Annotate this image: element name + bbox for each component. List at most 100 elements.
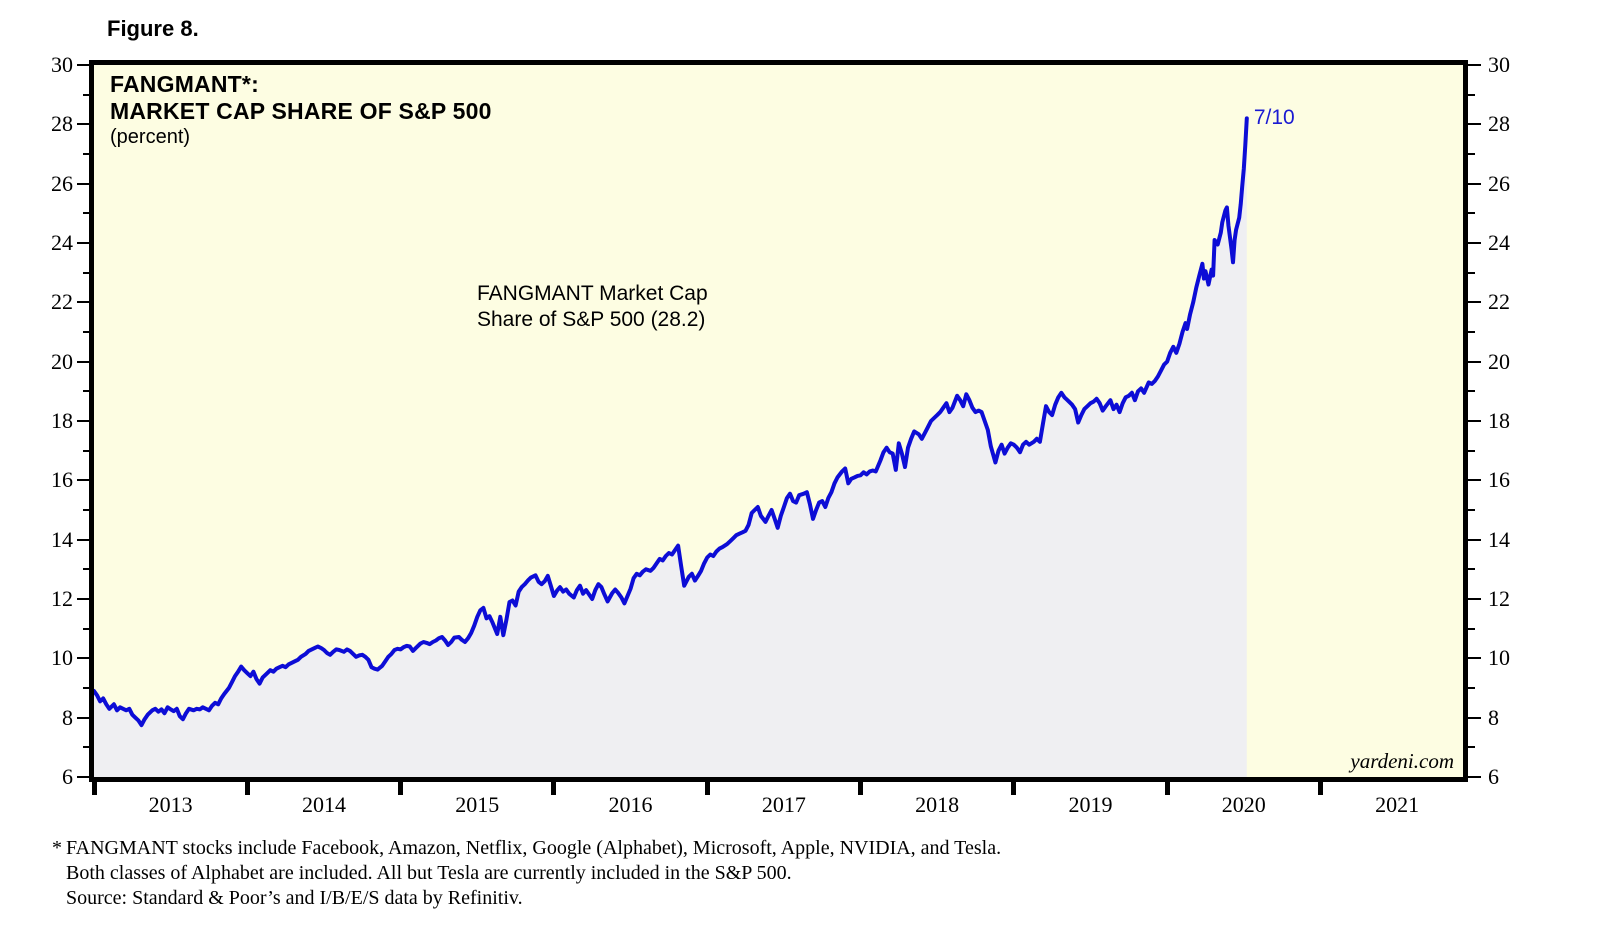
y-axis-minor-tick-left [83,746,90,749]
y-axis-minor-tick-right [1468,390,1475,393]
x-axis-year-tick [1317,779,1323,795]
y-axis-label-right: 28 [1488,111,1510,137]
y-axis-major-tick-right [1468,538,1481,541]
x-axis-year-tick [858,779,864,795]
y-axis-minor-tick-right [1468,687,1475,689]
y-axis-label-right: 10 [1488,645,1510,671]
y-axis-major-tick-left [77,776,90,778]
y-axis-label-left: 16 [51,467,73,493]
y-axis-minor-tick-right [1468,331,1475,333]
x-axis-year-tick [704,779,710,795]
y-axis-minor-tick-left [83,449,90,452]
y-axis-minor-tick-right [1468,153,1475,155]
y-axis-major-tick-left [77,182,90,185]
chart-title-units: (percent) [110,126,191,148]
y-axis-label-left: 18 [51,408,73,433]
chart-title: FANGMANT*: MARKET CAP SHARE OF S&P 500 (… [110,71,492,149]
x-axis-year-label: 2020 [1221,792,1266,817]
x-axis-year-label: 2013 [148,792,193,817]
area-line-chart [94,116,1249,777]
y-axis-major-tick-left [77,657,90,660]
x-axis-year-label: 2021 [1375,792,1420,817]
y-axis-label-right: 22 [1488,289,1510,315]
y-axis-minor-tick-right [1468,627,1475,630]
y-axis-label-left: 28 [51,111,73,137]
series-annotation: FANGMANT Market Cap Share of S&P 500 (28… [477,281,708,333]
x-axis-year-tick [1011,779,1017,795]
y-axis-major-tick-right [1468,657,1481,660]
y-axis-minor-tick-left [83,93,90,96]
y-axis-major-tick-left [77,301,90,304]
y-axis-minor-tick-left [83,509,90,511]
y-axis-label-right: 14 [1488,526,1510,552]
series-annotation-line1: FANGMANT Market Cap [477,282,708,305]
y-axis-major-tick-right [1468,598,1481,600]
y-axis-label-left: 12 [51,586,73,611]
x-axis-year-label: 2016 [608,792,653,817]
figure-label: Figure 8. [107,16,199,41]
y-axis-label-left: 14 [51,526,73,552]
y-axis-major-tick-left [77,598,90,600]
y-axis-major-tick-right [1468,301,1481,304]
y-axis-minor-tick-right [1468,449,1475,452]
series-annotation-line2: Share of S&P 500 (28.2) [477,308,706,331]
y-axis-label-right: 6 [1488,764,1499,789]
y-axis-minor-tick-left [83,390,90,393]
y-axis-minor-tick-right [1468,509,1475,511]
y-axis-minor-tick-right [1468,568,1475,571]
x-axis-year-label: 2017 [761,792,806,817]
y-axis-label-right: 16 [1488,467,1510,493]
y-axis-minor-tick-right [1468,212,1475,215]
footnote-marker: * [52,837,62,859]
last-point-date-label: 7/10 [1253,106,1295,130]
x-axis-year-label: 2015 [455,792,500,817]
y-axis-major-tick-left [77,242,90,244]
y-axis-major-tick-left [77,479,90,482]
footnote: * FANGMANT stocks include Facebook, Amazo… [52,836,1001,911]
y-axis-major-tick-left [77,420,90,422]
y-axis-major-tick-right [1468,242,1481,244]
footnote-line1-text: FANGMANT stocks include Facebook, Amazon… [66,837,1002,859]
y-axis-label-right: 18 [1488,408,1510,433]
y-axis-label-left: 6 [62,764,73,789]
y-axis-label-right: 12 [1488,586,1510,611]
y-axis-label-right: 20 [1488,348,1510,374]
y-axis-major-tick-right [1468,420,1481,422]
chart-title-line1: FANGMANT*: [110,71,259,97]
y-axis-major-tick-right [1468,776,1481,778]
x-axis-year-tick [398,779,404,795]
x-axis-year-label: 2018 [915,792,960,817]
x-axis-year-tick [91,779,97,795]
y-axis-major-tick-left [77,538,90,541]
y-axis-major-tick-left [77,123,90,126]
y-axis-minor-tick-left [83,271,90,274]
footnote-line2: Both classes of Alphabet are included. A… [66,862,792,884]
x-axis-year-tick [551,779,557,795]
y-axis-major-tick-left [77,360,90,363]
x-axis-year-tick [1164,779,1170,795]
y-axis-label-right: 30 [1488,52,1510,77]
y-axis-label-left: 30 [51,52,73,77]
y-axis-major-tick-right [1468,360,1481,363]
watermark: yardeni.com [1350,749,1454,773]
y-axis-label-left: 22 [51,289,73,315]
y-axis-major-tick-right [1468,479,1481,482]
y-axis-label-left: 8 [62,704,73,730]
y-axis-major-tick-right [1468,64,1481,66]
y-axis-label-left: 10 [51,645,73,671]
plot-area: FANGMANT*: MARKET CAP SHARE OF S&P 500 (… [89,60,1468,782]
series-line [94,116,1249,728]
x-axis-year-label: 2014 [301,792,346,817]
y-axis-minor-tick-left [83,153,90,155]
y-axis-minor-tick-left [83,687,90,689]
footnote-line3: Source: Standard & Poor’s and I/B/E/S da… [66,887,523,909]
y-axis-minor-tick-left [83,331,90,333]
y-axis-label-left: 26 [51,170,73,196]
x-axis-year-tick [244,779,250,795]
y-axis-major-tick-right [1468,182,1481,185]
y-axis-minor-tick-left [83,568,90,571]
y-axis-minor-tick-left [83,627,90,630]
chart-title-line2: MARKET CAP SHARE OF S&P 500 [110,98,492,124]
y-axis-label-left: 24 [51,230,73,255]
y-axis-major-tick-left [77,64,90,66]
